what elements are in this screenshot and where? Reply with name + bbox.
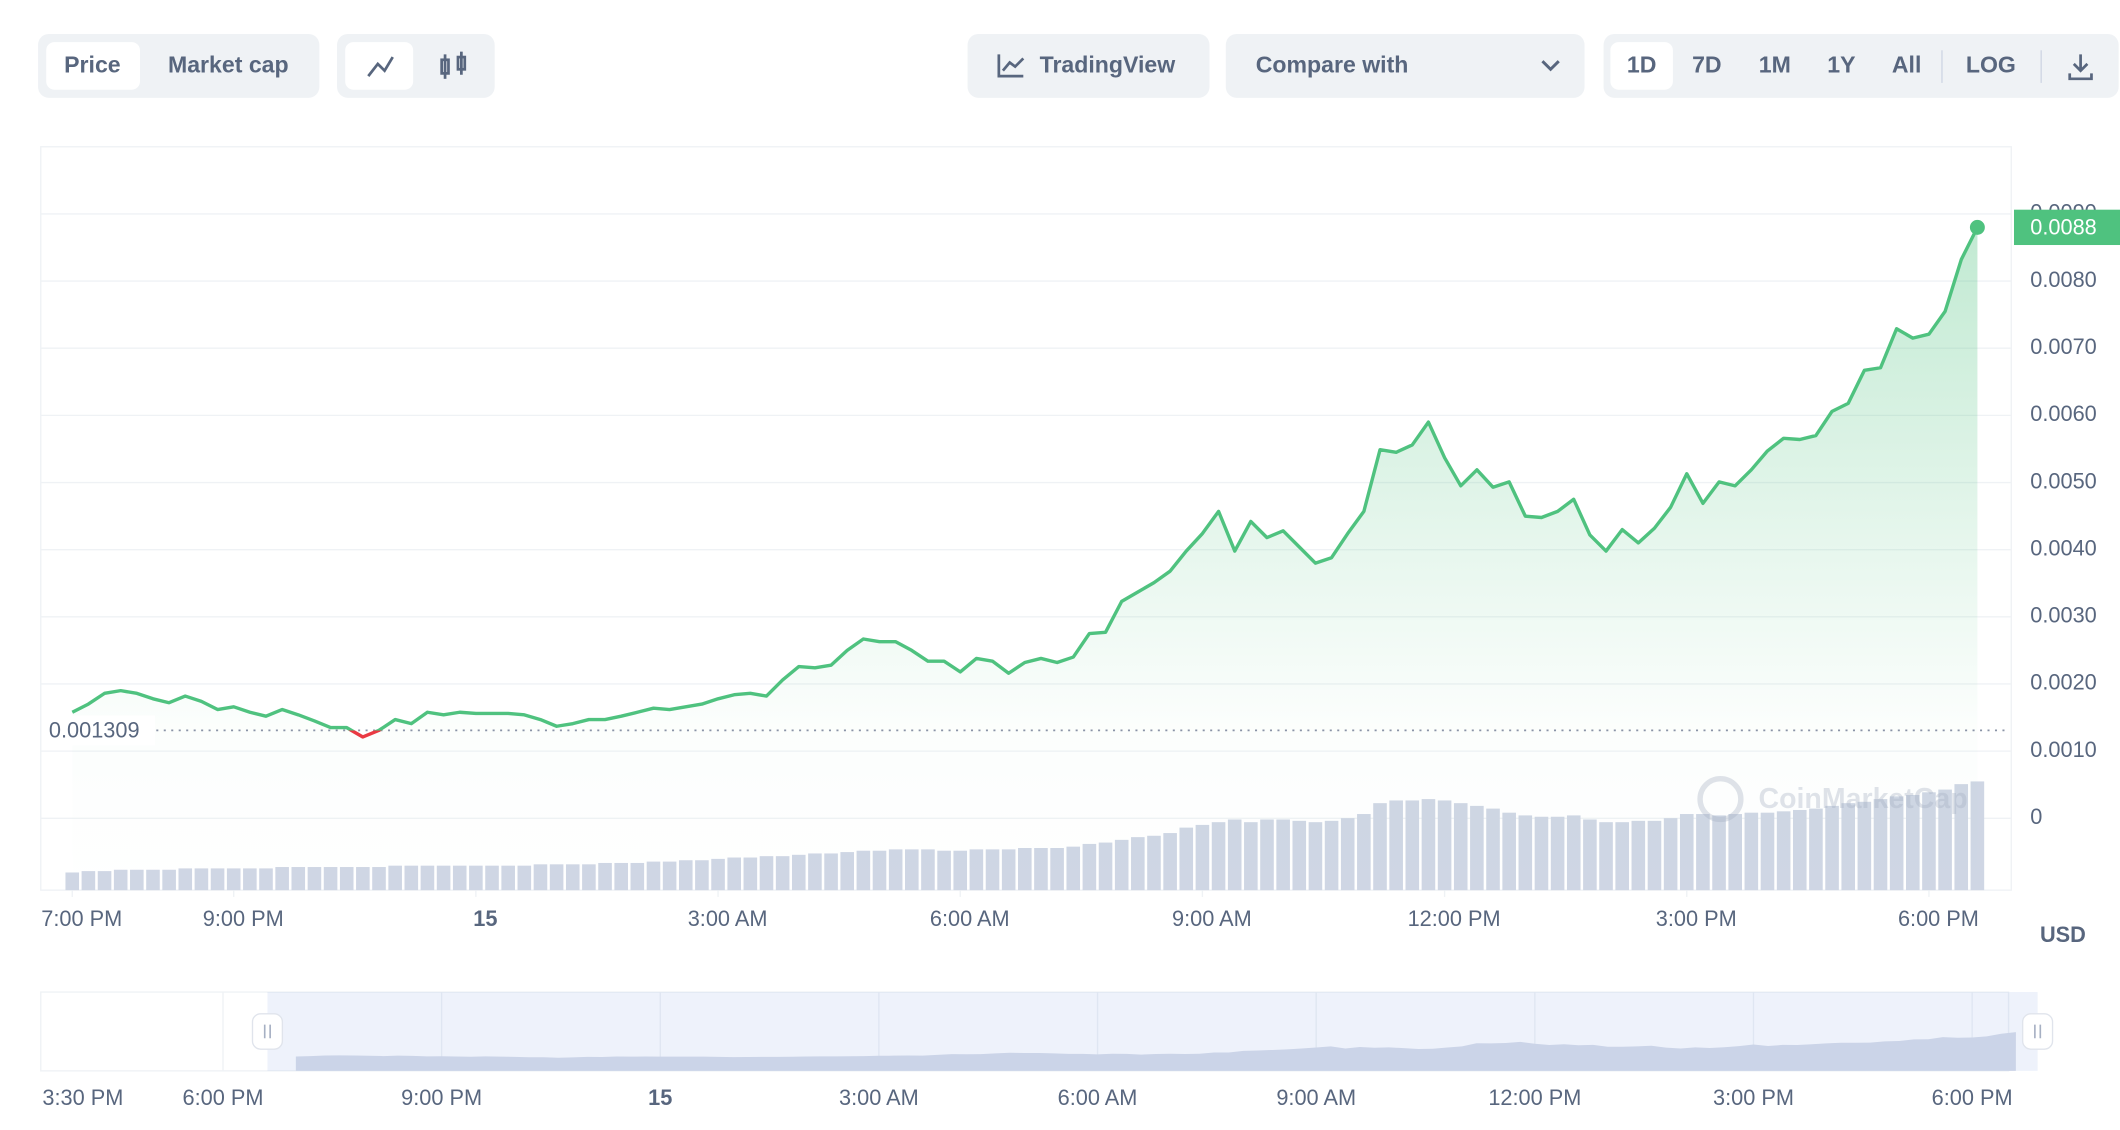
nav-tick-label: 9:00 AM xyxy=(1276,1085,1356,1110)
nav-tick-label: 6:00 PM xyxy=(1932,1085,2013,1110)
watermark: CoinMarketCap xyxy=(1697,775,1968,823)
x-tick-label: 6:00 PM xyxy=(1898,906,1979,931)
compare-label[interactable]: Compare with xyxy=(1256,52,1409,78)
currency-label: USD xyxy=(2040,922,2086,947)
x-tick-label: 9:00 PM xyxy=(203,906,284,931)
nav-handle-grip xyxy=(263,1024,271,1039)
log-button[interactable]: LOG xyxy=(1966,52,2016,78)
nav-area xyxy=(295,1032,2016,1071)
nav-tick-label: 9:00 PM xyxy=(401,1085,482,1110)
x-tick-label: 6:00 AM xyxy=(930,906,1010,931)
nav-handle-grip xyxy=(2034,1024,2042,1039)
y-tick-label: 0.0050 xyxy=(2030,468,2096,493)
nav-tick-label: 15 xyxy=(648,1085,672,1110)
y-tick-label: 0 xyxy=(2030,804,2042,829)
nav-tick-label: 6:00 PM xyxy=(182,1085,263,1110)
y-tick-label: 0.0030 xyxy=(2030,603,2096,628)
nav-tick-label: 6:00 AM xyxy=(1058,1085,1138,1110)
y-tick-label: 0.0010 xyxy=(2030,737,2096,762)
y-tick-label: 0.0080 xyxy=(2030,267,2096,292)
y-tick-label: 0.0040 xyxy=(2030,535,2096,560)
price-tag xyxy=(2014,209,2120,246)
range-button[interactable]: 1Y xyxy=(1827,52,1856,78)
nav-selection xyxy=(267,992,2038,1071)
range-group xyxy=(1603,33,2119,98)
price-line xyxy=(71,226,1979,739)
watermark-text: CoinMarketCap xyxy=(1759,783,1968,815)
reference-label-bg xyxy=(43,715,155,746)
nav-tick-label: 12:00 PM xyxy=(1488,1085,1581,1110)
last-point xyxy=(1969,219,1985,235)
tab[interactable]: Price xyxy=(64,52,121,78)
y-tick-label: 0.0020 xyxy=(2030,670,2096,695)
nav-tick-label: 3:30 PM xyxy=(42,1085,123,1110)
range-button[interactable]: 1D xyxy=(1627,52,1657,78)
tradingview-button[interactable] xyxy=(967,33,1210,98)
line-icon xyxy=(367,56,394,77)
y-tick-label: 0.0060 xyxy=(2030,401,2096,426)
tab[interactable]: Market cap xyxy=(168,52,289,78)
range-button[interactable]: 1M xyxy=(1759,52,1791,78)
tv-icon xyxy=(997,54,1025,78)
compare-dropdown[interactable] xyxy=(1225,33,1585,98)
x-tick-label: 3:00 AM xyxy=(688,906,768,931)
candle-icon[interactable] xyxy=(440,51,467,79)
x-tick-label: 15 xyxy=(473,906,497,931)
x-tick-label: 3:00 PM xyxy=(1656,906,1737,931)
download-icon[interactable] xyxy=(2068,54,2093,81)
nav-handle[interactable] xyxy=(2021,1013,2054,1050)
nav-handle[interactable] xyxy=(251,1013,284,1050)
price-area xyxy=(72,227,1978,891)
x-tick-label: 12:00 PM xyxy=(1408,906,1501,931)
nav-tick-label: 3:00 PM xyxy=(1713,1085,1794,1110)
range-button[interactable]: 7D xyxy=(1692,52,1722,78)
price-tag-label: 0.0088 xyxy=(2030,214,2096,239)
tab-selected[interactable] xyxy=(46,42,140,90)
reference-label: 0.001309 xyxy=(49,717,140,742)
range-selected[interactable] xyxy=(1610,42,1673,90)
nav-tick-label: 3:00 AM xyxy=(839,1085,919,1110)
x-tick-label: 9:00 AM xyxy=(1172,906,1252,931)
tradingview-label[interactable]: TradingView xyxy=(1040,52,1177,78)
chevron xyxy=(1541,60,1560,72)
y-tick-label: 0.0070 xyxy=(2030,334,2096,359)
x-tick-label: 7:00 PM xyxy=(41,906,122,931)
range-button[interactable]: All xyxy=(1892,52,1922,78)
